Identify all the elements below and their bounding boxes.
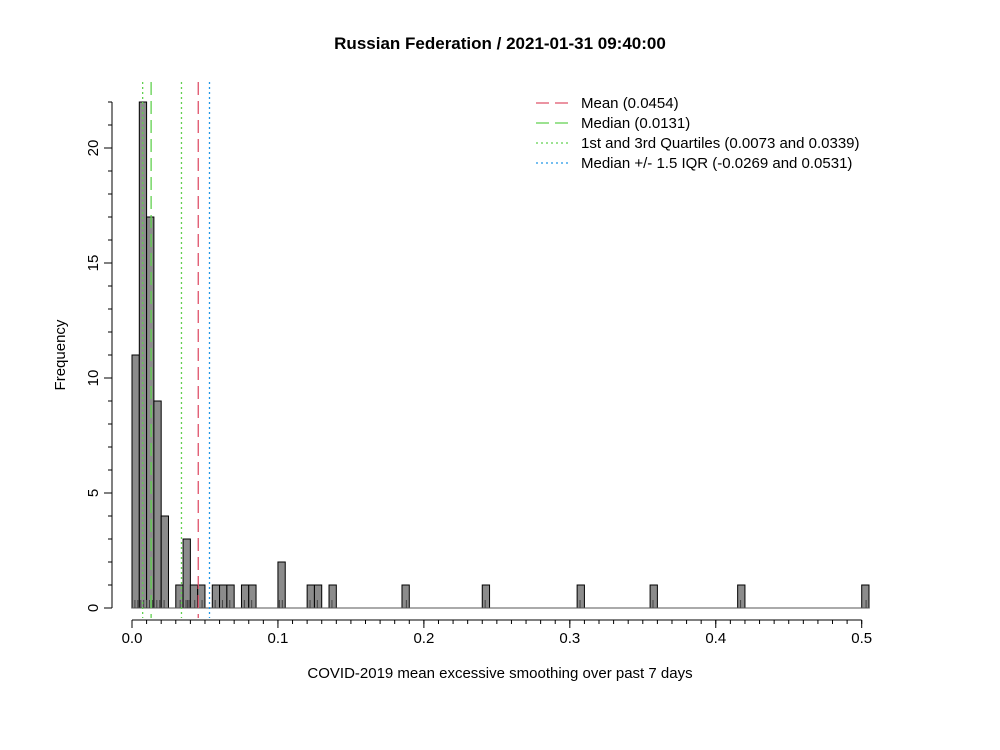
histogram-bar xyxy=(240,584,250,609)
y-tick-label: 15 xyxy=(85,255,102,272)
y-tick-label: 20 xyxy=(85,140,102,157)
x-tick-label: 0.5 xyxy=(851,630,872,647)
histogram-bar xyxy=(160,515,169,609)
histogram-bar xyxy=(248,584,257,609)
bars-group xyxy=(131,101,870,609)
legend-label: Median (0.0131) xyxy=(581,115,690,132)
histogram-bar xyxy=(576,584,585,609)
histogram-bar xyxy=(649,584,658,609)
legend: Mean (0.0454) Median (0.0131) 1st and 3rd … xyxy=(536,95,860,172)
x-tick-label: 0.0 xyxy=(122,630,143,647)
histogram-bar xyxy=(481,584,491,609)
y-tick-label: 5 xyxy=(85,489,102,497)
y-axis-label: Frequency xyxy=(52,319,69,390)
legend-label: Median +/- 1.5 IQR (-0.0269 and 0.0531) xyxy=(581,155,852,172)
histogram-bar xyxy=(182,538,191,609)
histogram-bar xyxy=(861,584,870,609)
histogram-bar xyxy=(219,584,228,609)
chart-title: Russian Federation / 2021-01-31 09:40:00 xyxy=(334,34,666,53)
histogram-bar xyxy=(211,584,221,609)
y-tick-label: 0 xyxy=(85,604,102,612)
histogram-bar xyxy=(306,584,315,609)
histogram-bar xyxy=(146,216,155,609)
histogram-bar xyxy=(131,354,140,609)
histogram-bar xyxy=(189,584,199,609)
histogram-bar xyxy=(313,584,323,609)
x-tick-label: 0.3 xyxy=(559,630,580,647)
rug-group xyxy=(134,600,867,608)
x-tick-label: 0.4 xyxy=(705,630,726,647)
legend-label: 1st and 3rd Quartiles (0.0073 and 0.0339… xyxy=(581,135,860,152)
y-axis: 0 5 10 15 20 xyxy=(85,101,113,612)
x-axis-label: COVID-2019 mean excessive smoothing over… xyxy=(307,665,692,682)
x-axis: 0.0 0.1 0.2 0.3 0.4 0.5 xyxy=(122,619,872,647)
legend-label: Mean (0.0454) xyxy=(581,95,679,112)
histogram-bar xyxy=(737,584,746,609)
histogram-bar xyxy=(328,584,337,609)
histogram-bar xyxy=(153,400,162,609)
histogram-bar xyxy=(226,584,235,609)
histogram-bar xyxy=(401,584,410,609)
y-tick-label: 10 xyxy=(85,370,102,387)
x-tick-label: 0.2 xyxy=(413,630,434,647)
reference-lines-group xyxy=(142,82,211,618)
x-tick-label: 0.1 xyxy=(268,630,289,647)
